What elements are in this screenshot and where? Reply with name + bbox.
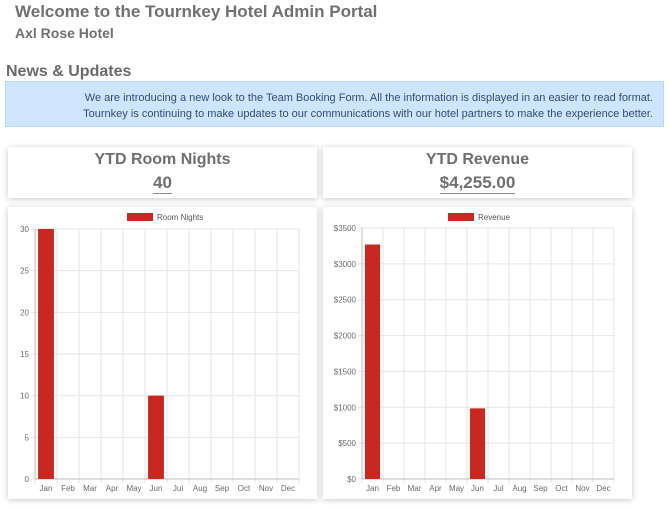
x-tick-label: Feb (387, 484, 401, 493)
y-tick-label: $3500 (334, 224, 357, 233)
page-title: Welcome to the Tournkey Hotel Admin Port… (15, 2, 377, 22)
legend-label: Room Nights (157, 213, 203, 222)
bar-jan[interactable] (38, 229, 54, 479)
revenue-chart-card: Revenue $0 $500 $1000 $1500 $2000 $2500 $3000 $3… (323, 207, 632, 499)
x-tick-label: Mar (408, 484, 422, 493)
bar-jun[interactable] (148, 395, 164, 479)
x-tick-label: Nov (575, 484, 589, 493)
y-tick-label: $500 (338, 439, 356, 448)
legend-label: Revenue (478, 213, 511, 222)
x-tick-label: Jul (173, 484, 183, 493)
x-tick-label: Oct (238, 484, 251, 493)
revenue-chart: Revenue $0 $500 $1000 $1500 $2000 $2500 $3000 $3… (334, 213, 615, 493)
x-tick-label: Nov (259, 484, 273, 493)
x-tick-label: Apr (429, 484, 442, 493)
x-tick-label: Mar (83, 484, 97, 493)
x-tick-label: Sep (215, 484, 230, 493)
x-tick-label: Aug (193, 484, 207, 493)
bar-jun[interactable] (469, 408, 486, 479)
revenue-card: YTD Revenue $4,255.00 (323, 147, 632, 198)
y-tick-label: 0 (25, 475, 30, 484)
room-nights-chart-card: Room Nights 0 5 10 15 20 25 30 Jan Feb Mar Apr May Ju… (8, 207, 317, 499)
x-tick-label: Jan (366, 484, 379, 493)
y-tick-label: $2000 (334, 332, 357, 341)
x-tick-label: Feb (61, 484, 75, 493)
x-tick-label: Jul (493, 484, 503, 493)
y-tick-label: $3000 (334, 260, 357, 269)
legend-swatch (127, 213, 153, 221)
room-nights-chart: Room Nights 0 5 10 15 20 25 30 Jan Feb Mar Apr May Ju… (20, 213, 300, 493)
revenue-value-wrap: $4,255.00 (323, 173, 632, 194)
x-tick-label: Sep (533, 484, 548, 493)
welcome-prefix: Welcome to the Tournkey (15, 2, 221, 21)
y-tick-label: 15 (20, 350, 29, 359)
x-tick-label: Jun (471, 484, 484, 493)
room-nights-value-wrap: 40 (8, 173, 317, 194)
y-tick-label: $1000 (334, 403, 357, 412)
x-tick-label: Oct (555, 484, 568, 493)
news-heading: News & Updates (6, 63, 132, 80)
y-tick-label: $2500 (334, 296, 357, 305)
x-tick-label: May (126, 484, 141, 493)
x-tick-label: Dec (281, 484, 295, 493)
y-tick-label: 5 (25, 433, 30, 442)
y-tick-label: $1500 (334, 367, 357, 376)
news-line-2: Tournkey is continuing to make updates t… (83, 108, 653, 120)
y-tick-label: 10 (20, 392, 29, 401)
bar-jan[interactable] (364, 244, 381, 479)
y-tick-label: 25 (20, 267, 29, 276)
room-nights-card: YTD Room Nights 40 (8, 147, 317, 198)
room-nights-value[interactable]: 40 (153, 173, 172, 194)
x-tick-label: Jun (150, 484, 163, 493)
y-tick-label: 30 (20, 225, 29, 234)
chart-legend[interactable]: Room Nights (127, 213, 203, 222)
revenue-value[interactable]: $4,255.00 (439, 173, 516, 194)
revenue-title: YTD Revenue (425, 151, 530, 168)
x-tick-label: Jan (40, 484, 53, 493)
news-line-1: We are introducing a new look to the Tea… (84, 92, 653, 104)
x-tick-label: May (449, 484, 464, 493)
x-tick-label: Apr (106, 484, 119, 493)
room-nights-title: YTD Room Nights (94, 151, 231, 168)
legend-swatch (448, 213, 474, 221)
x-tick-label: Aug (512, 484, 526, 493)
y-tick-label: 20 (20, 308, 29, 317)
hotel-name: Axl Rose Hotel (15, 25, 114, 41)
welcome-portal-name: Hotel Admin Portal (225, 2, 378, 21)
y-tick-label: $0 (347, 475, 356, 484)
news-banner: We are introducing a new look to the Tea… (5, 81, 664, 127)
chart-legend[interactable]: Revenue (448, 213, 511, 222)
x-tick-label: Dec (596, 484, 610, 493)
